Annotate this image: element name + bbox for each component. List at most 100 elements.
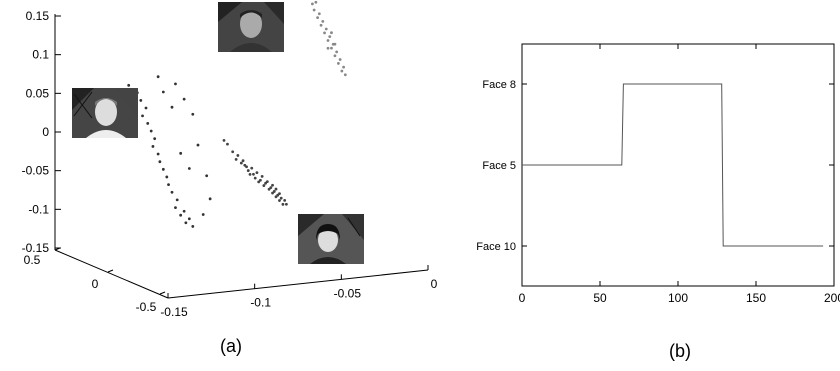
scatter-point: [184, 221, 188, 225]
scatter-point: [191, 112, 195, 116]
x-tick-label: 100: [668, 291, 688, 305]
scatter-point: [170, 190, 174, 194]
panel-label-a: (a): [220, 336, 242, 356]
figure-a: 0.15 0.1 0.05 0 -0.05 -0.1 -0.15 0.5 0 -0.5 -0.1…: [22, 0, 438, 356]
chart-a-3d-scatter: 0.15 0.1 0.05 0 -0.05 -0.1 -0.15 0.5 0 -0.5 -0.1…: [22, 0, 438, 356]
scatter-point: [338, 58, 342, 61]
y-category-label: Face 10: [476, 241, 516, 253]
scatter-point: [151, 145, 155, 148]
scatter-point: [167, 183, 170, 187]
scatter-point: [337, 62, 340, 65]
scatter-point: [156, 152, 160, 156]
z-tick-label: -0.1: [28, 202, 49, 216]
figure-b: 0 50 100 150 200 Face 10 Face 5 Face 8 (b): [470, 0, 840, 366]
x-axis-ticks: 0.5 0 -0.5: [24, 247, 166, 314]
scatter-point: [343, 73, 347, 77]
scatter-point: [252, 172, 255, 176]
scatter-point: [241, 159, 245, 163]
z-tick-label: 0.1: [32, 48, 49, 62]
scatter-point: [340, 69, 344, 73]
scatter-point: [158, 160, 162, 164]
scatter-point: [208, 197, 212, 201]
z-tick-label: -0.15: [22, 241, 50, 255]
scatter-point: [285, 202, 288, 206]
scatter-point: [248, 173, 252, 176]
scatter-point: [281, 202, 285, 206]
scatter-point: [316, 16, 319, 20]
scatter-point: [265, 180, 269, 184]
y-category-label: Face 5: [482, 160, 516, 172]
y-tick-label: 0: [431, 277, 438, 291]
scatter-point: [317, 12, 321, 16]
scatter-point: [262, 184, 266, 187]
scatter-point: [187, 167, 191, 170]
scatter-point: [170, 105, 174, 109]
y-tick-label: -0.15: [160, 305, 188, 319]
scatter-point: [191, 225, 195, 228]
scatter-point: [250, 166, 254, 170]
scatter-point: [139, 99, 143, 102]
scatter-point: [179, 151, 183, 155]
z-axis-ticks: 0.15 0.1 0.05 0 -0.05 -0.1 -0.15: [22, 9, 61, 255]
scatter-point: [328, 35, 332, 39]
scatter-point: [323, 31, 326, 35]
scatter-point: [330, 31, 333, 35]
y-tick-label: -0.1: [250, 296, 271, 310]
scatter-point: [321, 19, 325, 23]
scatter-point: [260, 174, 264, 178]
scatter-point: [311, 2, 314, 6]
scatter-point: [326, 39, 330, 42]
scatter-point: [222, 139, 226, 142]
panel-label-b: (b): [669, 341, 691, 361]
x-tick-label: 200: [824, 291, 840, 305]
x-tick-label: 150: [746, 291, 766, 305]
axis-y-edge: [167, 269, 429, 299]
x-tick-label: 0: [92, 277, 99, 291]
scatter-point: [319, 23, 323, 27]
scatter-point: [174, 206, 177, 210]
scatter-point: [333, 42, 337, 46]
scatter-point: [239, 161, 243, 165]
x-tick-mark: [159, 291, 166, 295]
scatter-point: [259, 178, 262, 182]
x-tick-label: 0.5: [24, 253, 41, 267]
scatter-point: [333, 54, 337, 58]
scatter-point: [330, 46, 333, 50]
scatter-point: [201, 213, 205, 216]
scatter-points: [127, 0, 347, 228]
scatter-point: [165, 175, 169, 179]
scatter-point: [243, 163, 247, 167]
scatter-point: [269, 186, 273, 190]
scatter-point: [187, 217, 191, 221]
scatter-point: [141, 114, 144, 118]
x-tick-label: 0: [519, 291, 526, 305]
scatter-point: [279, 196, 283, 200]
male-face-thumbnail: [72, 88, 138, 138]
scatter-point: [314, 0, 318, 4]
x-tick-label: -0.5: [136, 300, 157, 314]
scatter-point: [274, 187, 278, 191]
x-tick-label: 50: [593, 291, 607, 305]
scatter-point: [246, 169, 250, 172]
series-line: [522, 83, 824, 247]
scatter-point: [149, 129, 153, 133]
scatter-point: [144, 106, 148, 110]
scatter-point: [156, 75, 160, 79]
scatter-point: [231, 150, 235, 154]
z-tick-label: -0.05: [22, 164, 50, 178]
scatter-point: [127, 83, 131, 87]
z-tick-label: 0: [42, 125, 49, 139]
z-tick-label: 0.15: [26, 9, 50, 23]
y-tick-label: -0.05: [334, 286, 362, 300]
axis-x-edge: [54, 249, 169, 299]
scatter-point: [234, 157, 238, 161]
z-tick-label: 0.05: [26, 86, 50, 100]
scatter-point: [196, 143, 200, 147]
scatter-point: [342, 65, 345, 69]
scatter-point: [255, 171, 259, 175]
scatter-point: [205, 174, 209, 178]
scatter-point: [278, 199, 281, 202]
scatter-point: [253, 176, 257, 180]
y-axis-ticks: -0.15 -0.1 -0.05 0: [160, 265, 438, 319]
scatter-point: [179, 213, 183, 217]
